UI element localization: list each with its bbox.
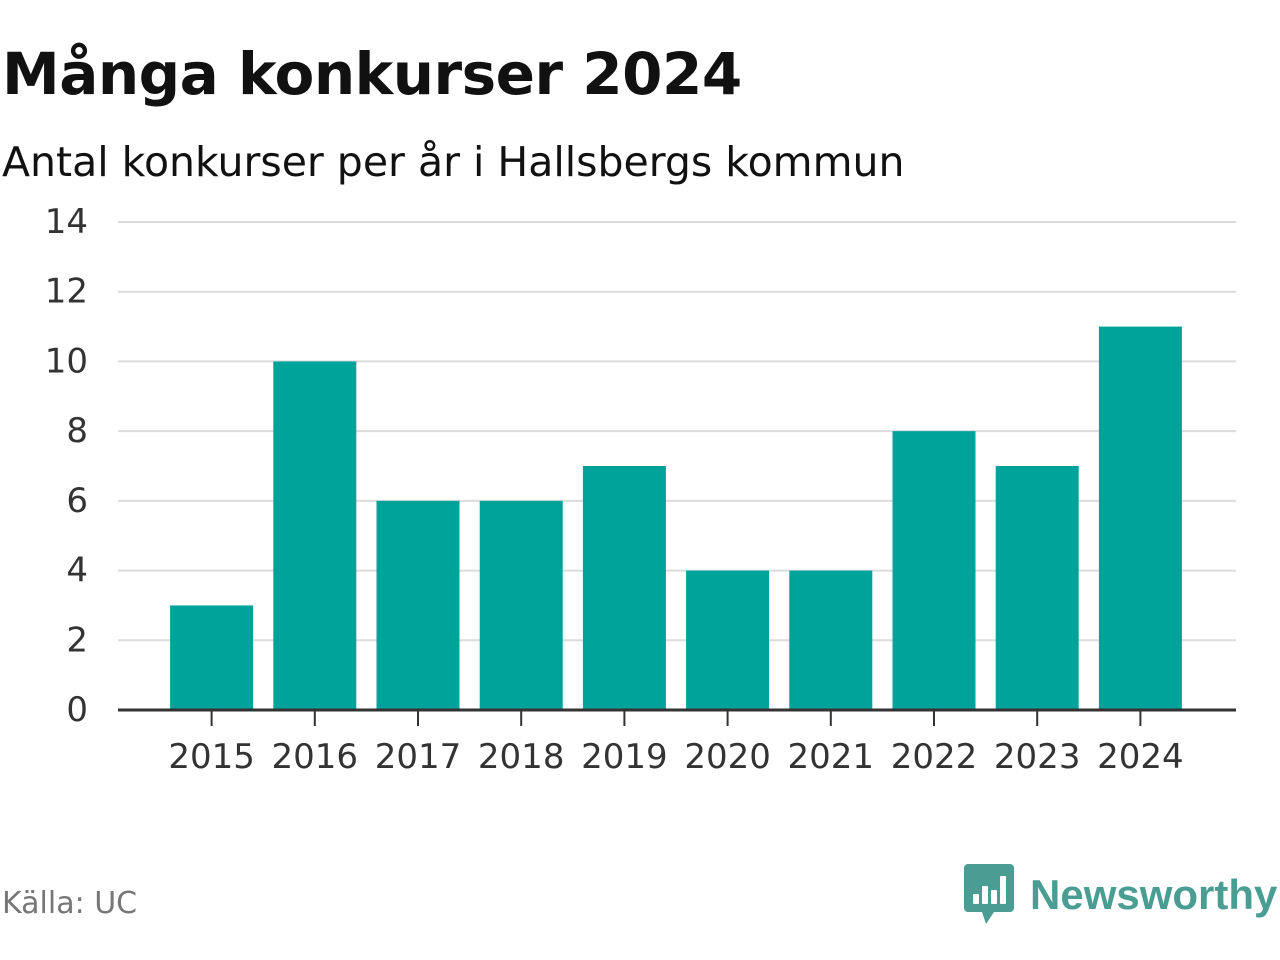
x-tick-label: 2023 [994, 737, 1081, 777]
bar-2016 [273, 361, 357, 710]
x-tick-label: 2018 [478, 737, 565, 777]
bar-2018 [479, 500, 563, 710]
x-tick-label: 2020 [684, 737, 771, 777]
bar-2022 [892, 431, 976, 710]
brand-logo: Newsworthy [964, 864, 1277, 926]
bar-2023 [995, 466, 1079, 710]
y-tick-label: 8 [66, 411, 88, 451]
source-note: Källa: UC [2, 886, 138, 921]
y-tick-label: 6 [66, 481, 88, 521]
x-tick-label: 2019 [581, 737, 668, 777]
bar-2019 [582, 466, 666, 710]
y-tick-label: 14 [45, 202, 88, 242]
y-axis-ticks: 0 2 4 6 8 10 12 14 [45, 202, 88, 730]
y-tick-label: 2 [66, 620, 88, 660]
newsworthy-logo-icon [964, 864, 1014, 924]
bar-2017 [376, 500, 460, 710]
y-tick-label: 0 [66, 690, 88, 730]
x-tick-label: 2021 [788, 737, 875, 777]
bars [170, 326, 1182, 710]
x-tick-label: 2024 [1097, 737, 1184, 777]
y-tick-label: 10 [45, 341, 88, 381]
bar-2020 [686, 570, 770, 710]
brand-name: Newsworthy [1030, 871, 1278, 918]
x-axis [118, 708, 1236, 726]
chart-title: Många konkurser 2024 [2, 40, 742, 108]
y-tick-label: 4 [66, 551, 88, 591]
x-tick-label: 2022 [891, 737, 978, 777]
x-axis-ticks: 2015 2016 2017 2018 2019 2020 2021 2022 2023 2024 [168, 737, 1183, 777]
bar-2024 [1098, 326, 1182, 710]
chart-subtitle: Antal konkurser per år i Hallsbergs komm… [2, 138, 905, 186]
bar-chart: 0 2 4 6 8 10 12 14 2015 2016 2017 2018 2019 2020 2021… [45, 202, 1236, 777]
y-tick-label: 12 [45, 272, 88, 312]
x-tick-label: 2015 [168, 737, 255, 777]
x-tick-label: 2016 [272, 737, 359, 777]
x-tick-label: 2017 [375, 737, 462, 777]
bar-2015 [170, 605, 254, 710]
bar-2021 [789, 570, 873, 710]
